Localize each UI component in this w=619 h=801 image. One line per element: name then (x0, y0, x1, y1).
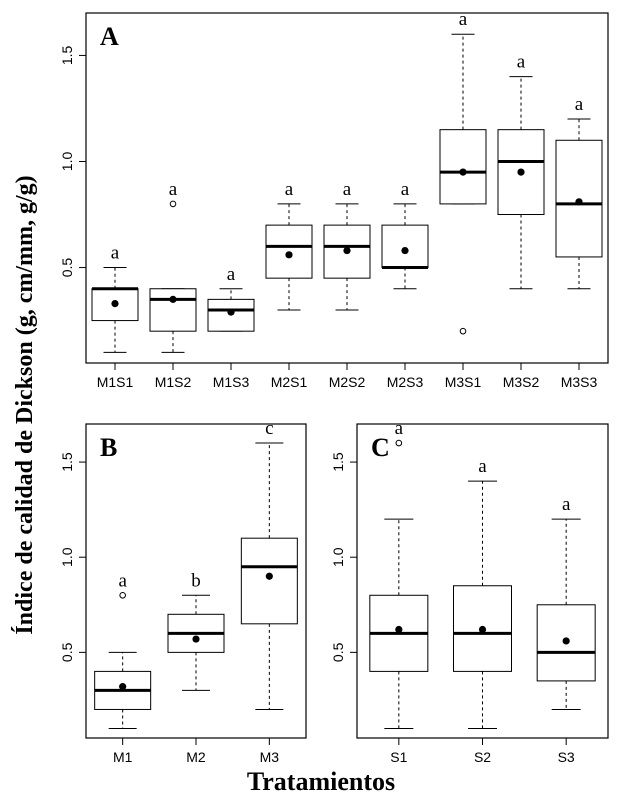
significance-letter: a (575, 94, 584, 115)
outlier-point (119, 591, 126, 599)
significance-letter: a (459, 9, 468, 30)
significance-letter: a (111, 243, 120, 264)
significance-letter: a (395, 418, 404, 439)
mean-point (111, 300, 119, 308)
x-tick-label: M3S2 (503, 374, 540, 390)
mean-point (401, 246, 409, 255)
box-m3s3: a (555, 94, 603, 290)
x-tick-label: M1 (113, 749, 133, 765)
significance-letter: a (517, 52, 526, 73)
mean-point (285, 251, 293, 259)
mean-point (459, 168, 467, 176)
significance-letter: b (191, 570, 201, 591)
mean-point (227, 308, 235, 316)
panel-label: C (371, 433, 390, 462)
x-tick-label: M1S1 (97, 374, 134, 390)
significance-letter: c (265, 418, 273, 439)
mean-point (192, 635, 200, 643)
significance-letter: a (562, 494, 571, 515)
x-tick-label: M1S2 (155, 374, 192, 390)
box-m2: b (167, 570, 225, 691)
box-m2s3: a (381, 179, 429, 290)
iqr-box (439, 129, 487, 205)
y-tick-label: 1.0 (59, 547, 75, 567)
mean-point (517, 168, 525, 176)
box-m1: a (94, 570, 152, 729)
panel-b: B 0.5 1.0 1.5 M1 M2 M3 a b c (59, 418, 307, 765)
x-tick-label: M3 (260, 749, 280, 765)
iqr-box (240, 537, 298, 625)
x-tick-label: S2 (474, 749, 491, 765)
significance-letter: a (169, 179, 178, 200)
box-s2: a (453, 456, 512, 729)
panel-label: B (100, 433, 117, 462)
mean-point (169, 295, 177, 303)
panel-label: A (100, 22, 119, 51)
x-tick-label: M2 (186, 749, 206, 765)
y-axis-title: Índice de calidad de Dickson (g, cm/mm, … (12, 175, 38, 634)
outlier-point (169, 200, 177, 208)
outlier-point (395, 439, 403, 447)
x-axis-title: Tratamientos (247, 767, 395, 796)
significance-letter: a (401, 179, 410, 200)
box-m1s2: a (149, 179, 197, 353)
iqr-box (149, 288, 197, 332)
outlier-point (459, 327, 467, 335)
y-tick-label: 1.0 (330, 547, 346, 567)
box-m1s1: a (91, 243, 139, 353)
box-m3: c (240, 418, 298, 710)
x-tick-label: M2S3 (387, 374, 424, 390)
y-tick-label: 1.5 (330, 452, 346, 472)
panel-c: C 0.5 1.0 1.5 S1 S2 S3 a a a (330, 418, 609, 765)
box-s3: a (536, 494, 596, 710)
mean-point (265, 572, 273, 580)
iqr-box (381, 224, 429, 269)
mean-point (575, 198, 583, 206)
mean-point (478, 625, 487, 634)
mean-point (395, 625, 403, 634)
x-tick-label: M1S3 (213, 374, 250, 390)
x-tick-label: M3S3 (561, 374, 598, 390)
y-tick-label: 1.5 (59, 45, 75, 65)
mean-point (562, 637, 570, 645)
panel-a: A 0.5 1.0 1.5 M1S1 M1S2 M1S3 M2S1 M2S2 M2S3 M3S1 M3… (59, 9, 609, 390)
y-tick-label: 1.0 (59, 152, 75, 172)
x-tick-label: M2S1 (271, 374, 308, 390)
mean-point (343, 246, 351, 255)
x-tick-label: S1 (390, 749, 407, 765)
significance-letter: a (227, 264, 236, 285)
box-m3s1: a (439, 9, 487, 335)
y-tick-label: 0.5 (330, 642, 346, 662)
y-tick-label: 0.5 (59, 258, 75, 278)
x-tick-label: M2S2 (329, 374, 366, 390)
box-m3s2: a (497, 52, 545, 290)
y-tick-label: 1.5 (59, 452, 75, 472)
significance-letter: a (478, 456, 487, 477)
box-m2s2: a (323, 179, 371, 311)
mean-point (119, 683, 127, 691)
significance-letter: a (343, 179, 352, 200)
significance-letter: a (118, 570, 127, 591)
significance-letter: a (285, 179, 294, 200)
box-m1s3: a (207, 264, 255, 332)
x-tick-label: S3 (558, 749, 575, 765)
x-tick-label: M3S1 (445, 374, 482, 390)
box-s1: a (369, 418, 429, 729)
box-m2s1: a (265, 179, 313, 311)
y-tick-label: 0.5 (59, 642, 75, 662)
